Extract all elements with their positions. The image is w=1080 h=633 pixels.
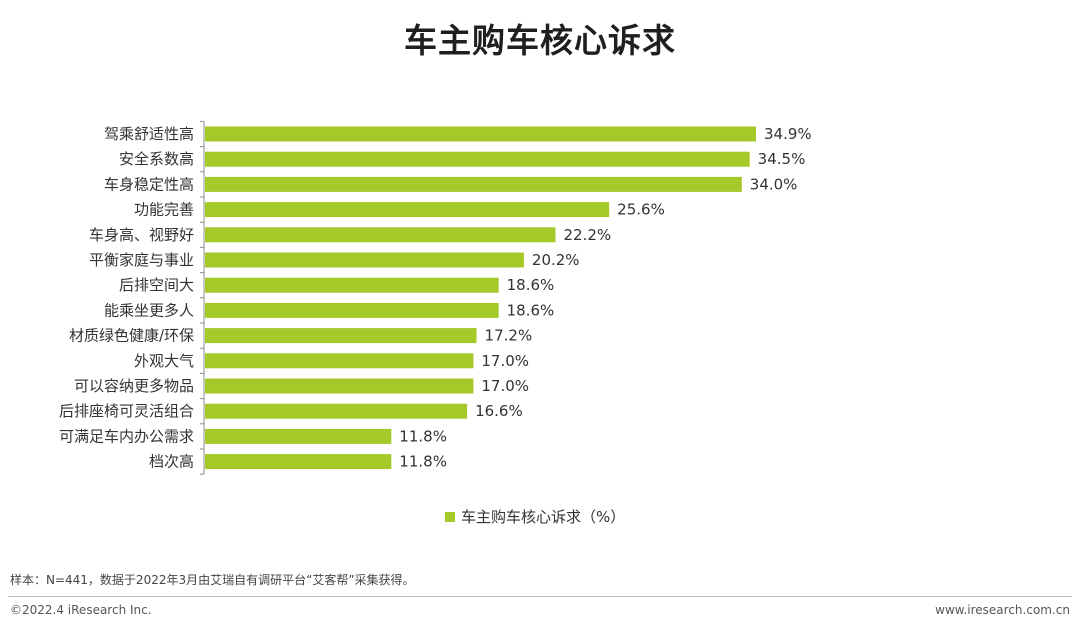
copyright: ©2022.4 iResearch Inc. [10, 603, 152, 617]
value-label: 20.2% [532, 251, 580, 269]
bar [205, 378, 474, 394]
value-label: 17.2% [485, 327, 533, 345]
bar [205, 126, 756, 142]
bar [205, 403, 468, 419]
value-label: 16.6% [475, 402, 523, 420]
value-label: 17.0% [481, 377, 529, 395]
category-label: 可满足车内办公需求 [59, 427, 194, 445]
value-label: 17.0% [481, 352, 529, 370]
value-label: 18.6% [507, 301, 555, 319]
category-label: 外观大气 [134, 352, 194, 370]
footer-divider [8, 596, 1072, 597]
value-label: 11.8% [399, 453, 447, 471]
category-label: 后排空间大 [119, 276, 194, 294]
category-label: 可以容纳更多物品 [74, 377, 194, 395]
bar [205, 227, 556, 243]
category-label: 材质绿色健康/环保 [69, 327, 194, 345]
value-label: 18.6% [507, 276, 555, 294]
value-label: 11.8% [399, 427, 447, 445]
bar [205, 428, 392, 444]
bar [205, 277, 499, 293]
category-label: 档次高 [149, 453, 194, 471]
value-label: 34.9% [764, 125, 812, 143]
category-label: 能乘坐更多人 [104, 301, 194, 319]
value-label: 22.2% [563, 226, 611, 244]
website-link[interactable]: www.iresearch.com.cn [935, 603, 1070, 617]
value-label: 34.5% [758, 150, 806, 168]
bar [205, 302, 499, 318]
value-label: 25.6% [617, 201, 665, 219]
category-label: 车身稳定性高 [104, 175, 194, 193]
category-label: 功能完善 [134, 201, 194, 219]
source-note: 样本：N=441，数据于2022年3月由艾瑞自有调研平台“艾客帮”采集获得。 [10, 573, 415, 587]
bar [205, 202, 610, 218]
category-label: 平衡家庭与事业 [89, 251, 194, 269]
bar [205, 328, 477, 344]
bar [205, 252, 524, 268]
value-label: 34.0% [750, 175, 798, 193]
bar [205, 454, 392, 470]
legend: 车主购车核心诉求（%） [445, 506, 625, 527]
category-label: 驾乘舒适性高 [104, 125, 194, 143]
bar [205, 176, 742, 192]
bar [205, 151, 750, 167]
bar [205, 353, 474, 369]
legend-label: 车主购车核心诉求（%） [461, 508, 626, 526]
category-label: 车身高、视野好 [89, 226, 194, 244]
category-label: 后排座椅可灵活组合 [59, 402, 194, 420]
category-label: 安全系数高 [119, 150, 194, 168]
legend-swatch [445, 511, 455, 522]
chart-title: 车主购车核心诉求 [404, 21, 676, 60]
